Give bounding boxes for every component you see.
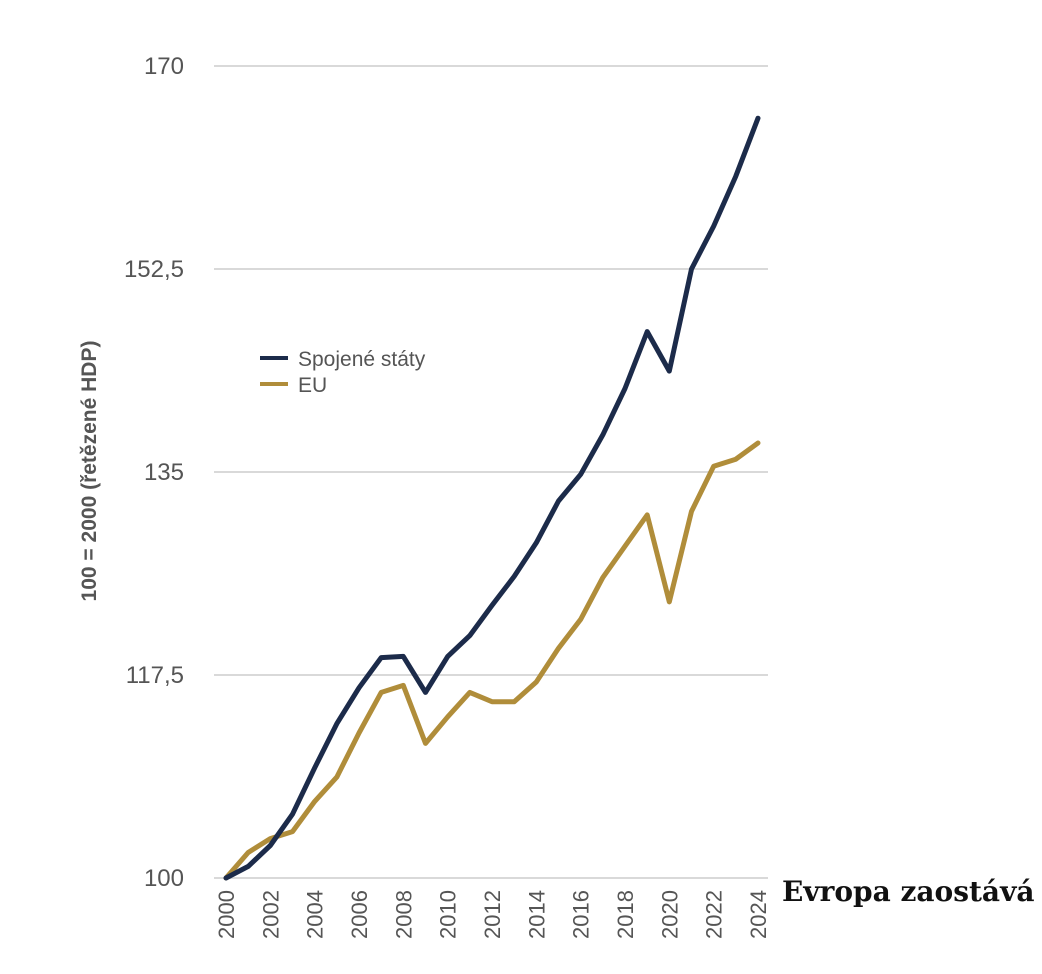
- y-tick-label: 117,5: [126, 662, 184, 689]
- series-line-eu: [223, 440, 761, 881]
- y-axis-tick-labels: 100 117,5 135 152,5 170: [124, 53, 184, 892]
- x-tick-label: 2018: [613, 890, 638, 939]
- x-axis-tick-labels: 2000 2002 2004 2006 2008 2010 2012 2014 2016 2018…: [214, 890, 771, 939]
- x-tick-label: 2002: [258, 890, 283, 939]
- x-tick-label: 2008: [391, 890, 416, 939]
- legend-label-spojene-staty: Spojené státy: [298, 348, 426, 371]
- x-tick-label: 2016: [569, 890, 594, 939]
- series-lines: [223, 115, 761, 881]
- x-tick-label: 2000: [214, 890, 239, 939]
- x-tick-label: 2020: [657, 890, 682, 939]
- y-tick-label: 135: [144, 459, 184, 486]
- legend: Spojené státy EU: [260, 348, 426, 397]
- x-tick-label: 2006: [347, 890, 372, 939]
- x-tick-label: 2022: [702, 890, 727, 939]
- chart-caption: Evropa zaostává: [782, 875, 1034, 908]
- x-tick-label: 2024: [746, 890, 771, 939]
- y-tick-label: 152,5: [124, 256, 184, 283]
- x-tick-label: 2014: [524, 890, 549, 939]
- y-tick-label: 100: [144, 865, 184, 892]
- y-tick-label: 170: [144, 53, 184, 80]
- x-tick-label: 2012: [480, 890, 505, 939]
- y-axis-title: 100 = 2000 (řetězené HDP): [78, 341, 101, 602]
- gridlines: [214, 65, 768, 879]
- x-tick-label: 2004: [303, 890, 328, 939]
- x-tick-label: 2010: [436, 890, 461, 939]
- series-line-spojene-staty: [223, 115, 761, 881]
- legend-label-eu: EU: [298, 374, 327, 397]
